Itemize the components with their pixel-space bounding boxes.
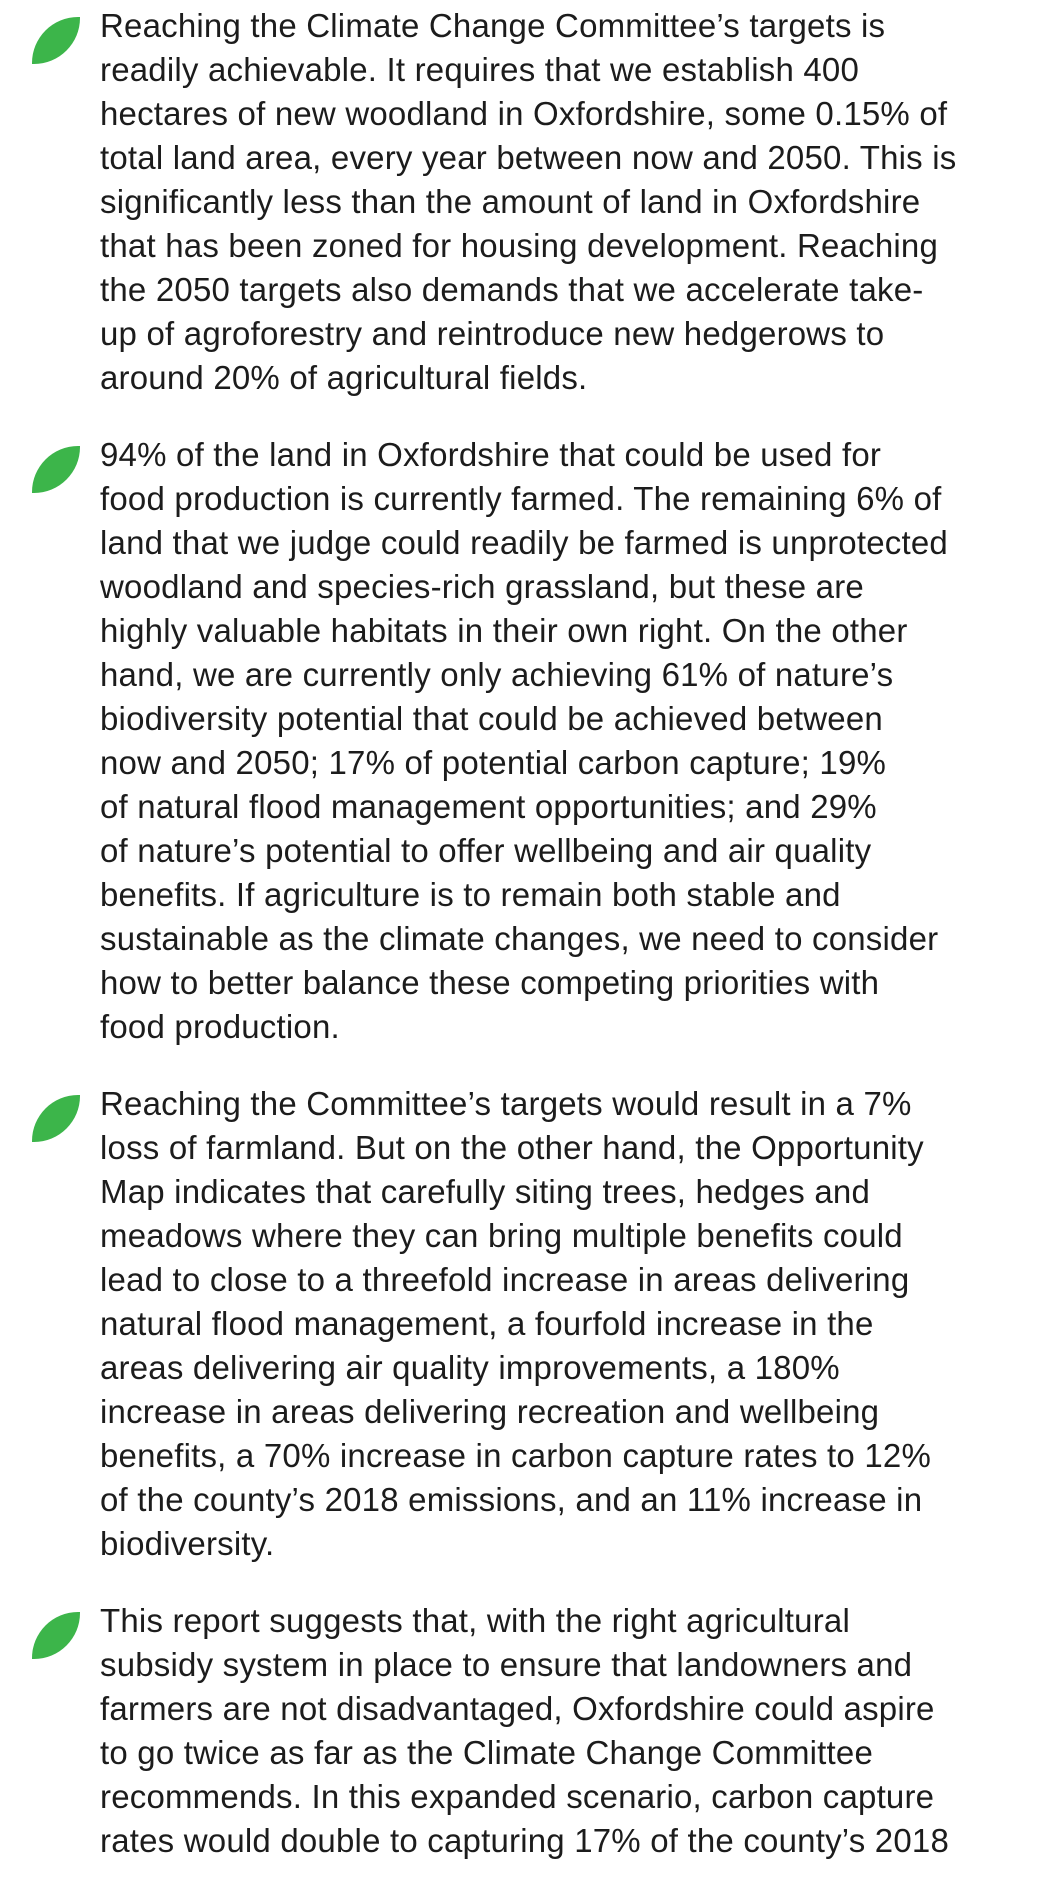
text-line: biodiversity. <box>100 1525 275 1562</box>
text-line: Reaching the Committee’s targets would r… <box>100 1085 912 1122</box>
text-line: rates would double to capturing 17% of t… <box>100 1822 949 1859</box>
bullet-item: Reaching the Climate Change Committee’s … <box>0 4 1055 400</box>
text-line: the 2050 targets also demands that we ac… <box>100 271 924 308</box>
text-line: natural flood management, a fourfold inc… <box>100 1305 874 1342</box>
text-line: significantly less than the amount of la… <box>100 183 921 220</box>
text-line: highly valuable habitats in their own ri… <box>100 612 908 649</box>
text-line: loss of farmland. But on the other hand,… <box>100 1129 924 1166</box>
text-line: This report suggests that, with the righ… <box>100 1602 850 1639</box>
text-line: increase in areas delivering recreation … <box>100 1393 880 1430</box>
text-line: food production. <box>100 1008 340 1045</box>
leaf-bullet-icon <box>32 1612 80 1659</box>
text-line: how to better balance these competing pr… <box>100 964 880 1001</box>
text-line: hand, we are currently only achieving 61… <box>100 656 894 693</box>
text-line: 94% of the land in Oxfordshire that coul… <box>100 436 882 473</box>
text-line: woodland and species-rich grassland, but… <box>100 568 864 605</box>
text-line: subsidy system in place to ensure that l… <box>100 1646 913 1683</box>
bullet-item: 94% of the land in Oxfordshire that coul… <box>0 433 1055 1049</box>
text-line: land that we judge could readily be farm… <box>100 524 948 561</box>
text-line: benefits, a 70% increase in carbon captu… <box>100 1437 931 1474</box>
text-line: now and 2050; 17% of potential carbon ca… <box>100 744 887 781</box>
text-line: of nature’s potential to offer wellbeing… <box>100 832 872 869</box>
text-line: Reaching the Climate Change Committee’s … <box>100 7 886 44</box>
text-line: sustainable as the climate changes, we n… <box>100 920 939 957</box>
bullet-item: This report suggests that, with the righ… <box>0 1599 1055 1863</box>
text-line: benefits. If agriculture is to remain bo… <box>100 876 841 913</box>
text-line: recommends. In this expanded scenario, c… <box>100 1778 935 1815</box>
text-line: meadows where they can bring multiple be… <box>100 1217 903 1254</box>
text-line: Map indicates that carefully siting tree… <box>100 1173 871 1210</box>
text-line: farmers are not disadvantaged, Oxfordshi… <box>100 1690 935 1727</box>
text-line: of the county’s 2018 emissions, and an 1… <box>100 1481 923 1518</box>
leaf-bullet-icon <box>32 1095 80 1142</box>
text-line: lead to close to a threefold increase in… <box>100 1261 910 1298</box>
text-line: up of agroforestry and reintroduce new h… <box>100 315 885 352</box>
text-line: readily achievable. It requires that we … <box>100 51 860 88</box>
leaf-bullet-icon <box>32 446 80 493</box>
text-line: of natural flood management opportunitie… <box>100 788 877 825</box>
text-line: biodiversity potential that could be ach… <box>100 700 883 737</box>
text-line: that has been zoned for housing developm… <box>100 227 939 264</box>
text-line: to go twice as far as the Climate Change… <box>100 1734 874 1771</box>
bullet-item: Reaching the Committee’s targets would r… <box>0 1082 1055 1566</box>
leaf-bullet-icon <box>32 17 80 64</box>
text-line: total land area, every year between now … <box>100 139 957 176</box>
text-line: hectares of new woodland in Oxfordshire,… <box>100 95 948 132</box>
text-line: areas delivering air quality improvement… <box>100 1349 840 1386</box>
text-line: food production is currently farmed. The… <box>100 480 942 517</box>
text-line: around 20% of agricultural fields. <box>100 359 588 396</box>
